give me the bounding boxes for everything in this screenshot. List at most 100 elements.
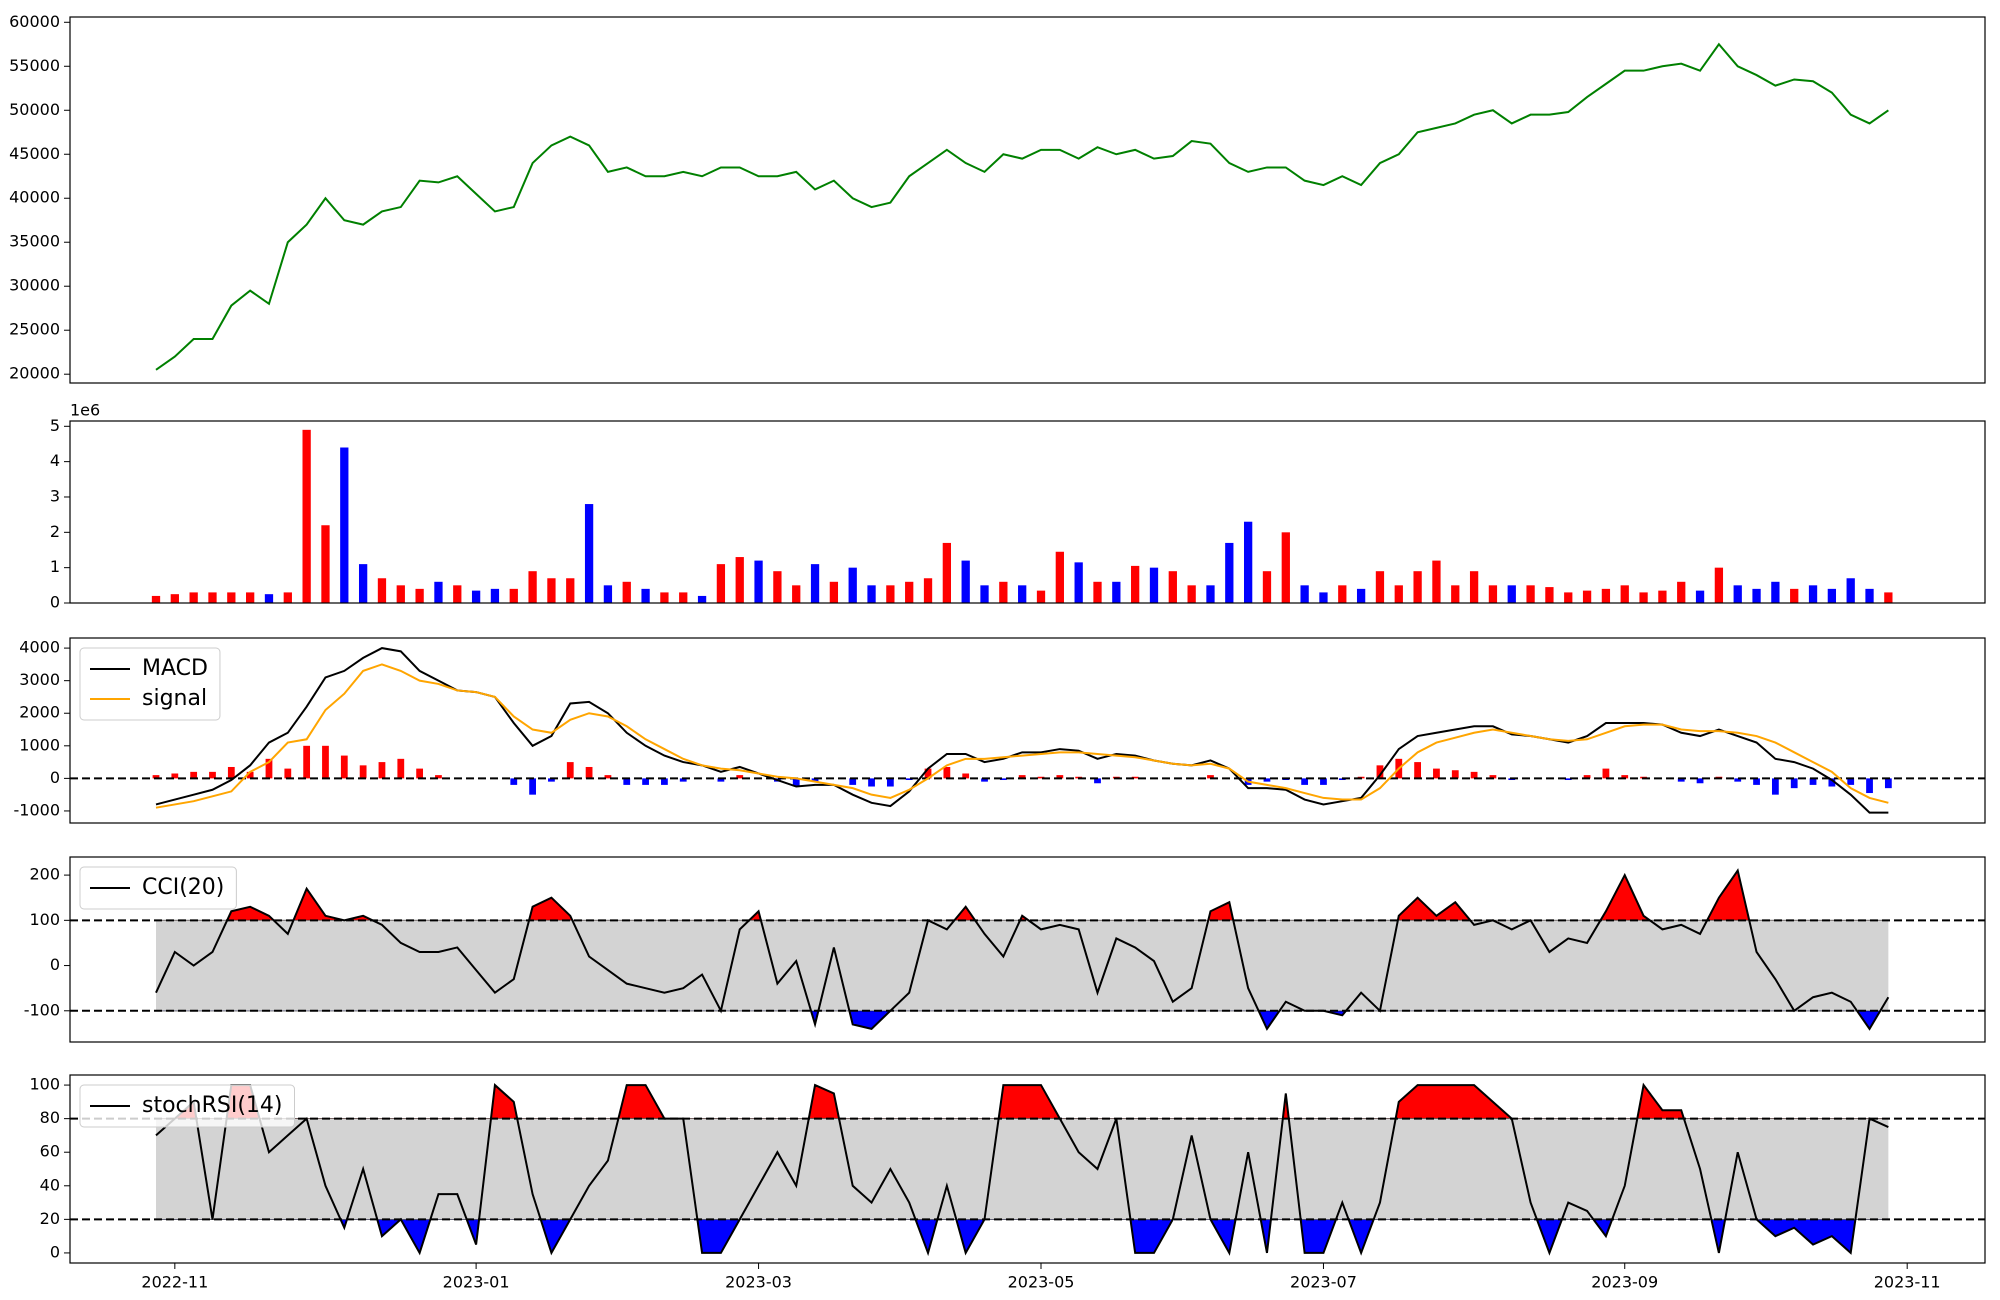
y-tick-label: 0: [50, 593, 60, 612]
series-line: [155, 663, 1889, 809]
histogram-bar: [811, 778, 819, 782]
histogram-bar: [416, 768, 424, 779]
histogram-bar: [397, 758, 405, 779]
y-tick-label: -1000: [14, 800, 61, 819]
histogram-bar: [792, 778, 800, 787]
histogram-bar: [999, 778, 1007, 781]
histogram-bar: [1884, 778, 1892, 789]
histogram-bar: [303, 745, 311, 779]
volume-bar: [358, 564, 368, 603]
volume-bar: [1695, 590, 1705, 603]
histogram-bar: [340, 755, 348, 779]
histogram-bar: [246, 771, 254, 779]
volume-bar: [1451, 585, 1460, 603]
legend-box: [79, 1084, 295, 1128]
band: [156, 1118, 1889, 1220]
y-tick-label: 60: [40, 1142, 60, 1161]
volume-bar: [1771, 581, 1780, 603]
histogram-bar: [1696, 778, 1704, 784]
volume-bar: [1338, 585, 1347, 603]
volume-bar: [1733, 585, 1742, 603]
series-line: [155, 1082, 1889, 1257]
histogram-bar: [1828, 778, 1836, 787]
legend-label: stochRSI(14): [142, 1093, 283, 1118]
legend-label: signal: [142, 686, 207, 711]
volume-bar: [396, 585, 405, 603]
y-tick-label: 20: [40, 1209, 60, 1228]
y-tick-label: 55000: [9, 56, 60, 75]
histogram-bar: [1621, 775, 1629, 779]
panel: 20000 25000 30000 35000 40000 45000 50000 55000…: [9, 12, 1986, 384]
histogram-bar: [1677, 778, 1685, 782]
volume-bar: [641, 588, 650, 603]
histogram-bar: [265, 758, 273, 779]
legend: stochRSI(14): [79, 1084, 295, 1128]
volume-bar: [1356, 588, 1366, 603]
histogram-bar: [1847, 778, 1855, 785]
histogram-bar: [1433, 768, 1440, 779]
histogram-bar: [227, 766, 235, 779]
volume-bar: [1206, 585, 1215, 603]
volume-bar: [980, 585, 989, 603]
histogram-bar: [1564, 778, 1572, 781]
volume-bar: [1300, 585, 1309, 603]
y-tick-label: 0: [50, 955, 60, 974]
legend-box: [79, 866, 237, 910]
volume-bar: [1394, 585, 1403, 603]
volume-bar: [170, 594, 179, 603]
volume-bar: [246, 592, 255, 603]
volume-bar: [886, 585, 895, 603]
y-tick-label: 4000: [19, 638, 60, 657]
y-tick-label: 20000: [9, 364, 60, 383]
volume-bar: [660, 592, 669, 603]
volume-bar: [189, 592, 198, 603]
histogram-bar: [359, 765, 367, 779]
volume-bar: [1846, 578, 1855, 603]
y-tick-label: 3: [50, 486, 60, 505]
panel: -100 0 100 200 CCI(20): [24, 856, 1986, 1043]
histogram-bar: [1376, 765, 1384, 779]
histogram-bar: [642, 778, 649, 785]
volume-bar: [547, 578, 556, 603]
volume-bar: [1507, 585, 1516, 603]
volume-bar: [1677, 581, 1686, 603]
volume-bar: [1262, 571, 1272, 603]
histogram-bar: [1414, 762, 1421, 779]
histogram-bar: [1207, 775, 1214, 779]
volume-bar: [999, 581, 1008, 603]
y-tick-label: 100: [29, 910, 60, 929]
y-tick-label: 25000: [9, 320, 60, 339]
histogram-bar: [1470, 771, 1478, 779]
volume-bar: [792, 585, 801, 603]
y-tick-label: 100: [29, 1075, 60, 1094]
volume-bar: [810, 564, 820, 603]
x-tick-label: 2023-09: [1591, 1273, 1658, 1292]
plot-area: [70, 647, 1985, 814]
price-line: [155, 42, 1889, 371]
volume-bar: [1319, 592, 1328, 603]
histogram-bar: [661, 778, 668, 785]
volume-bar: [1545, 587, 1554, 603]
volume-bar: [1018, 585, 1027, 603]
x-tick-label: 2023-07: [1290, 1273, 1357, 1292]
histogram-bar: [604, 775, 612, 779]
histogram-bar: [717, 778, 725, 782]
volume-bar: [1055, 551, 1064, 603]
fill-below: [155, 1219, 1889, 1255]
histogram-bar: [566, 762, 574, 779]
volume-bar: [1827, 588, 1837, 603]
x-tick-label: 2023-11: [1874, 1273, 1941, 1292]
histogram-bar: [171, 773, 179, 779]
histogram-bar: [152, 775, 160, 779]
volume-bar: [1488, 585, 1498, 603]
offset-label: 1e6: [70, 401, 100, 420]
panel-frame: [69, 420, 1986, 604]
volume-bar: [377, 578, 387, 603]
volume-bar: [1884, 592, 1893, 603]
y-tick-label: 50000: [9, 100, 60, 119]
legend: CCI(20): [79, 866, 237, 910]
histogram-bar: [284, 768, 292, 779]
y-tick-label: 0: [50, 1242, 60, 1261]
panel-frame: [69, 856, 1986, 1043]
